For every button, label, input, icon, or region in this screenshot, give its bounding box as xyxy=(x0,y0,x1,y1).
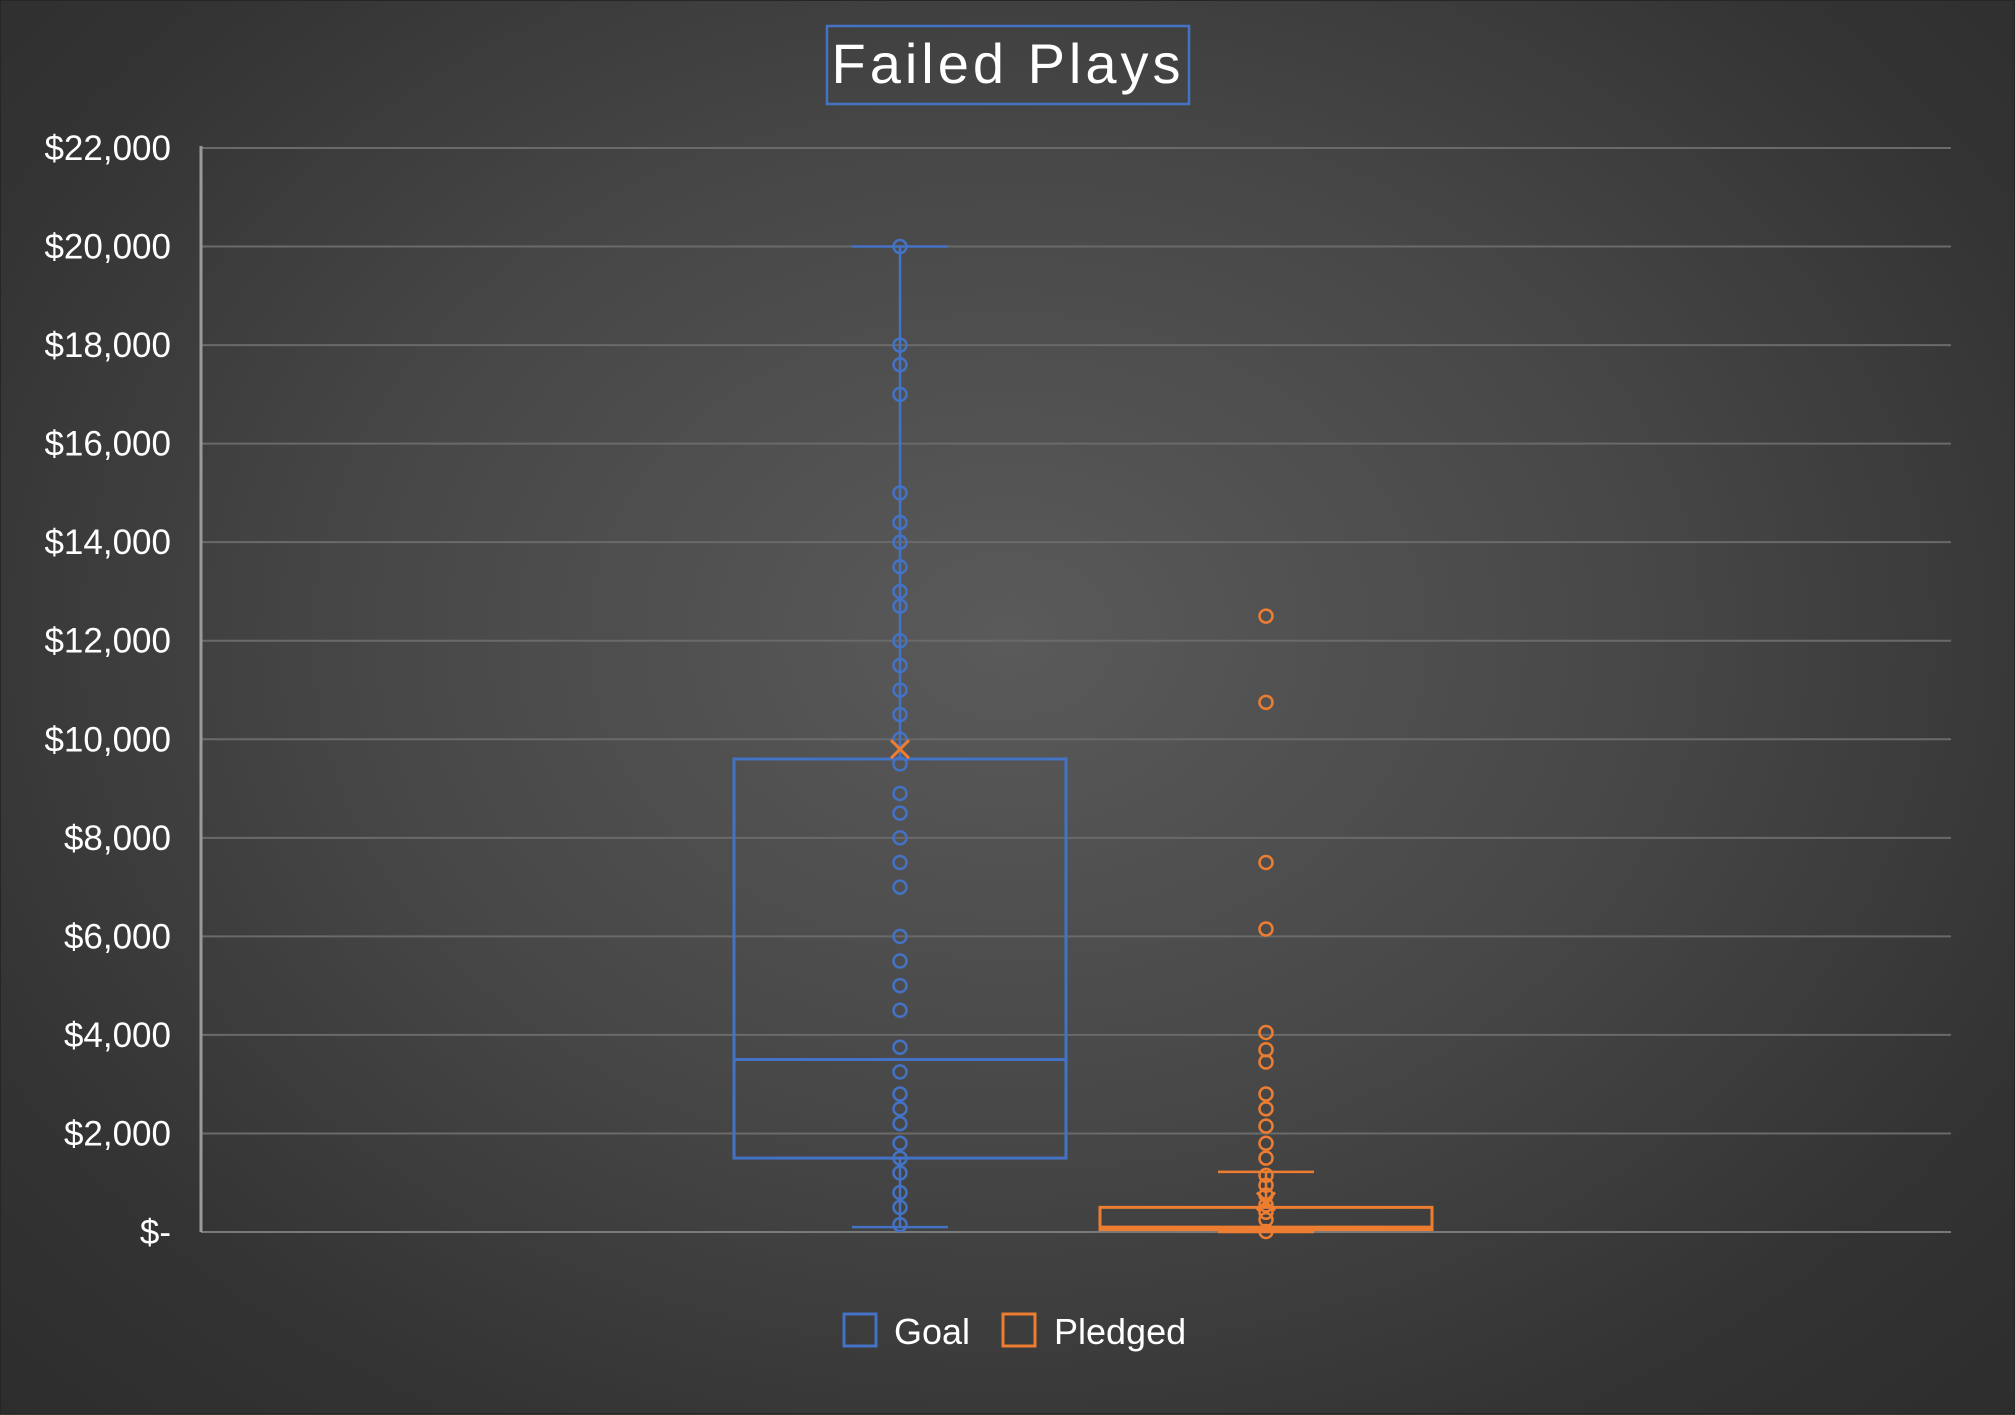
legend: Goal Pledged xyxy=(842,1311,1186,1352)
box-series xyxy=(732,238,1434,1240)
data-point-7 xyxy=(1258,1086,1274,1102)
data-point-9 xyxy=(892,598,908,614)
data-point-23 xyxy=(892,977,908,994)
data-point-32 xyxy=(892,1165,908,1181)
data-point-15 xyxy=(892,756,908,772)
y-tick-label-4: $8,000 xyxy=(64,819,171,858)
data-point-19 xyxy=(892,854,908,871)
data-point-5 xyxy=(1258,1041,1274,1058)
data-point-27 xyxy=(892,1086,908,1102)
y-tick-label-10: $20,000 xyxy=(44,228,171,267)
data-point-8 xyxy=(1258,1101,1274,1117)
data-point-12 xyxy=(1258,1167,1274,1184)
data-point-6 xyxy=(892,534,908,550)
legend-label-pledged: Pledged xyxy=(1054,1311,1186,1352)
y-tick-label-0: $- xyxy=(140,1213,171,1252)
data-point-28 xyxy=(892,1101,908,1117)
data-point-16 xyxy=(1258,1204,1274,1221)
y-axis: $- $2,000 $4,000 $6,000 $8,000 $10,000 $12,000… xyxy=(44,129,203,1252)
data-point-33 xyxy=(892,1184,908,1201)
data-point-18 xyxy=(1258,1223,1274,1240)
legend-swatch-goal xyxy=(842,1312,878,1348)
mean-marker xyxy=(1255,1191,1277,1212)
data-point-20 xyxy=(892,879,908,895)
y-tick-label-6: $12,000 xyxy=(44,622,171,661)
data-point-0 xyxy=(1258,608,1274,624)
data-point-9 xyxy=(1258,1118,1274,1134)
y-tick-label-3: $6,000 xyxy=(64,917,171,956)
data-point-11 xyxy=(1258,1150,1274,1166)
data-point-11 xyxy=(892,657,908,674)
data-point-12 xyxy=(892,682,908,698)
data-point-21 xyxy=(892,928,908,945)
data-point-16 xyxy=(892,785,908,802)
box-goal xyxy=(732,238,1068,1233)
chart-title: Failed Plays xyxy=(831,32,1184,95)
data-point-29 xyxy=(892,1115,908,1132)
data-point-10 xyxy=(892,632,908,649)
iqr-box xyxy=(1098,1205,1434,1232)
data-point-13 xyxy=(1258,1177,1274,1193)
box-pledged xyxy=(1098,608,1434,1240)
data-point-26 xyxy=(892,1064,908,1080)
mean-marker xyxy=(889,739,911,760)
data-point-35 xyxy=(892,1216,908,1233)
y-tick-label-5: $10,000 xyxy=(44,720,171,759)
y-tick-label-11: $22,000 xyxy=(44,129,171,168)
y-tick-label-1: $2,000 xyxy=(64,1114,171,1153)
legend-swatch-pledged xyxy=(1001,1312,1037,1348)
chart-title-group: Failed Plays xyxy=(825,24,1191,106)
data-point-31 xyxy=(892,1150,908,1166)
data-point-14 xyxy=(892,731,908,748)
data-point-7 xyxy=(892,559,908,575)
data-point-8 xyxy=(892,583,908,600)
data-point-4 xyxy=(892,485,908,501)
iqr-box xyxy=(732,757,1068,1160)
data-point-2 xyxy=(1258,854,1274,871)
data-point-24 xyxy=(892,1002,908,1019)
title-frame xyxy=(825,24,1191,106)
data-point-2 xyxy=(892,357,908,373)
data-point-17 xyxy=(892,805,908,821)
gridlines xyxy=(201,147,1951,1233)
data-point-18 xyxy=(892,830,908,846)
data-point-5 xyxy=(892,514,908,531)
data-point-34 xyxy=(892,1199,908,1216)
data-point-25 xyxy=(892,1039,908,1055)
y-tick-label-9: $18,000 xyxy=(44,326,171,365)
data-point-6 xyxy=(1258,1054,1274,1070)
y-tick-label-8: $16,000 xyxy=(44,425,171,464)
data-point-3 xyxy=(1258,921,1274,937)
legend-label-goal: Goal xyxy=(894,1311,970,1352)
y-tick-label-7: $14,000 xyxy=(44,523,171,562)
data-point-4 xyxy=(1258,1024,1274,1041)
data-point-30 xyxy=(892,1135,908,1152)
data-point-10 xyxy=(1258,1135,1274,1152)
y-tick-label-2: $4,000 xyxy=(64,1016,171,1055)
data-point-22 xyxy=(892,953,908,969)
data-point-15 xyxy=(1258,1197,1274,1213)
data-point-13 xyxy=(892,706,908,723)
data-point-0 xyxy=(892,238,908,255)
data-point-1 xyxy=(892,337,908,353)
data-point-1 xyxy=(1258,694,1274,711)
data-point-3 xyxy=(892,386,908,403)
